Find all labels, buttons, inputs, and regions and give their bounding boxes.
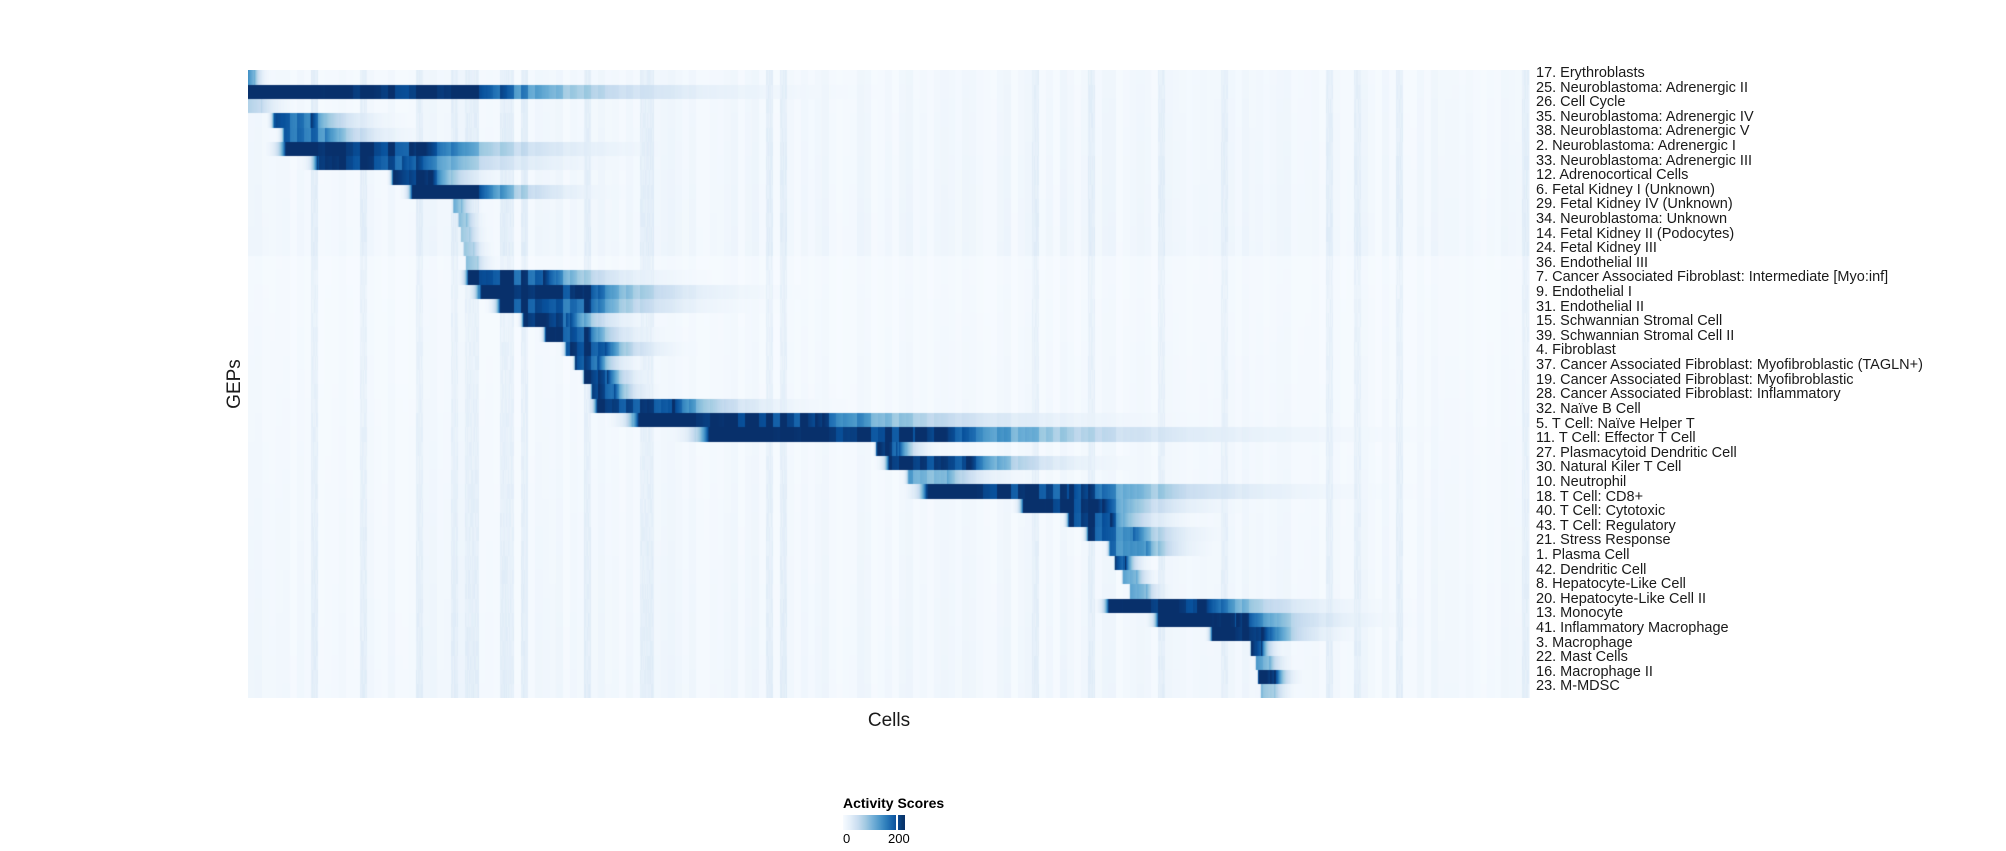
x-axis-label: Cells: [867, 710, 911, 731]
gep-row-label: 31. Endothelial II: [1536, 298, 1645, 315]
gep-row-label: 11. T Cell: Effector T Cell: [1536, 430, 1696, 447]
gep-row-label: 19. Cancer Associated Fibroblast: Myofib…: [1536, 371, 1854, 388]
gep-row-label: 5. T Cell: Naïve Helper T: [1536, 415, 1695, 432]
gep-row-label: 2. Neuroblastoma: Adrenergic I: [1536, 138, 1736, 155]
gep-row-label: 26. Cell Cycle: [1536, 94, 1626, 111]
gep-row-label: 42. Dendritic Cell: [1536, 561, 1647, 578]
gep-row-label: 3. Macrophage: [1536, 634, 1633, 651]
gep-row-label-list: 17. Erythroblasts 25. Neuroblastoma: Adre…: [1536, 66, 1996, 698]
y-axis-label: GEPs: [224, 359, 245, 409]
gep-row-label: 22. Mast Cells: [1536, 649, 1628, 666]
gep-row-label: 29. Fetal Kidney IV (Unknown): [1536, 196, 1733, 213]
gep-row-label: 6. Fetal Kidney I (Unknown): [1536, 181, 1715, 198]
gep-row-label: 10. Neutrophil: [1536, 473, 1627, 490]
gep-row-label: 7. Cancer Associated Fibroblast: Interme…: [1536, 269, 1889, 286]
gep-row-label: 15. Schwannian Stromal Cell: [1536, 313, 1723, 330]
gep-row-label: 16. Macrophage II: [1536, 663, 1653, 680]
gep-row-label: 33. Neuroblastoma: Adrenergic III: [1536, 152, 1753, 169]
gep-row-label: 9. Endothelial I: [1536, 284, 1632, 301]
activity-scores-legend: Activity Scores 0 200: [843, 795, 1103, 847]
gep-row-label: 25. Neuroblastoma: Adrenergic II: [1536, 79, 1748, 96]
heatmap-canvas: [248, 70, 1530, 698]
legend-tick-mark: [896, 815, 898, 830]
gep-row-label: 4. Fibroblast: [1536, 342, 1616, 359]
gep-row-label: 35. Neuroblastoma: Adrenergic IV: [1536, 108, 1754, 125]
legend-colorbar: [843, 815, 905, 830]
gep-row-label: 38. Neuroblastoma: Adrenergic V: [1536, 123, 1750, 140]
gep-row-label: 30. Natural Kiler T Cell: [1536, 459, 1682, 476]
legend-tick-label-min: 0: [843, 831, 851, 846]
gep-row-label: 21. Stress Response: [1536, 532, 1671, 549]
gep-row-label: 23. M-MDSC: [1536, 678, 1620, 695]
heatmap-plot-area: [248, 70, 1530, 698]
gep-row-label: 24. Fetal Kidney III: [1536, 240, 1657, 257]
gep-row-label: 14. Fetal Kidney II (Podocytes): [1536, 225, 1735, 242]
legend-title: Activity Scores: [843, 795, 945, 811]
gep-row-label: 32. Naïve B Cell: [1536, 400, 1641, 417]
gep-row-label: 12. Adrenocortical Cells: [1536, 167, 1689, 184]
legend-tick-labels: 0 200: [843, 831, 963, 847]
gep-row-label: 34. Neuroblastoma: Unknown: [1536, 211, 1728, 228]
gep-row-label: 27. Plasmacytoid Dendritic Cell: [1536, 444, 1737, 461]
gep-row-label: 17. Erythroblasts: [1536, 65, 1645, 81]
gep-row-label: 20. Hepatocyte-Like Cell II: [1536, 590, 1707, 607]
gep-row-label: 43. T Cell: Regulatory: [1536, 517, 1676, 534]
gep-row-label: 37. Cancer Associated Fibroblast: Myofib…: [1536, 357, 1923, 374]
legend-colorbar-wrap: [843, 815, 905, 830]
gep-row-label: 18. T Cell: CD8+: [1536, 488, 1644, 505]
legend-tick-label-max: 200: [888, 831, 910, 846]
gep-row-label: 8. Hepatocyte-Like Cell: [1536, 576, 1686, 593]
gep-row-label: 36. Endothelial III: [1536, 254, 1649, 271]
gep-row-label: 13. Monocyte: [1536, 605, 1624, 622]
gep-row-label: 40. T Cell: Cytotoxic: [1536, 503, 1666, 520]
gep-row-label: 1. Plasma Cell: [1536, 546, 1630, 563]
gep-row-label: 28. Cancer Associated Fibroblast: Inflam…: [1536, 386, 1841, 403]
gep-row-label: 41. Inflammatory Macrophage: [1536, 619, 1729, 636]
gep-row-label: 39. Schwannian Stromal Cell II: [1536, 327, 1735, 344]
